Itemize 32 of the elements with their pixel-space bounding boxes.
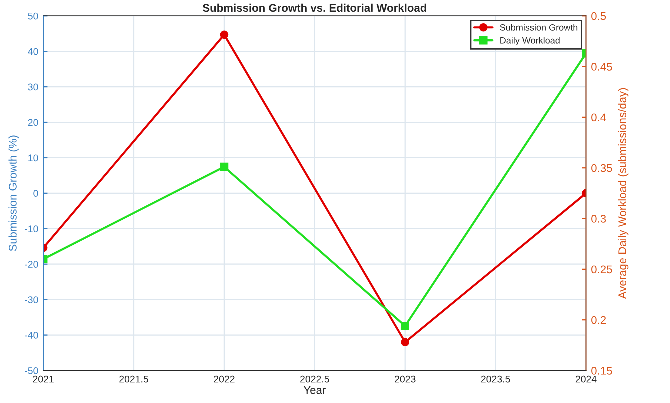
y-tick-label: 20 [28, 119, 38, 126]
y2-axis-title: Average Daily Workload (submissions/day) [618, 88, 629, 300]
y-tick-label: 40 [28, 48, 38, 56]
y2-tick-label: 0.35 [592, 164, 612, 172]
y-tick-label: -30 [25, 296, 38, 304]
y-tick-label: 30 [28, 84, 38, 91]
x-tick-label: 2024 [576, 376, 597, 383]
x-tick-label: 2021.5 [120, 376, 148, 383]
y-tick-label: 10 [28, 154, 38, 162]
y2-tick-label: 0.5 [592, 12, 606, 20]
y-tick-label: -10 [25, 226, 38, 233]
y2-tick-label: 0.3 [592, 215, 606, 223]
x-tick-label: 2023.5 [481, 376, 510, 383]
y-tick-label: -50 [25, 367, 38, 374]
y2-tick-label: 0.4 [592, 114, 606, 122]
y-tick-label: -20 [25, 261, 38, 268]
x-tick-label: 2021 [33, 376, 54, 383]
x-tick-label: 2023 [395, 376, 416, 383]
y2-tick-label: 0.25 [592, 266, 612, 274]
y-tick-label: -40 [25, 332, 38, 339]
legend-label: Submission Growth [500, 24, 578, 31]
x-tick-label: 2022 [214, 376, 235, 383]
y2-tick-label: 0.15 [592, 367, 612, 375]
y-tick-label: 0 [34, 190, 38, 198]
y2-tick-label: 0.2 [592, 316, 606, 324]
chart-title: Submission Growth vs. Editorial Workload [202, 4, 426, 12]
x-axis-title: Year [304, 386, 326, 394]
y-axis-title: Submission Growth (%) [8, 136, 20, 252]
y-tick-label: 50 [28, 12, 38, 20]
x-tick-label: 2022.5 [300, 376, 330, 383]
y2-tick-label: 0.45 [592, 63, 612, 71]
legend-label: Daily Workload [500, 37, 560, 46]
